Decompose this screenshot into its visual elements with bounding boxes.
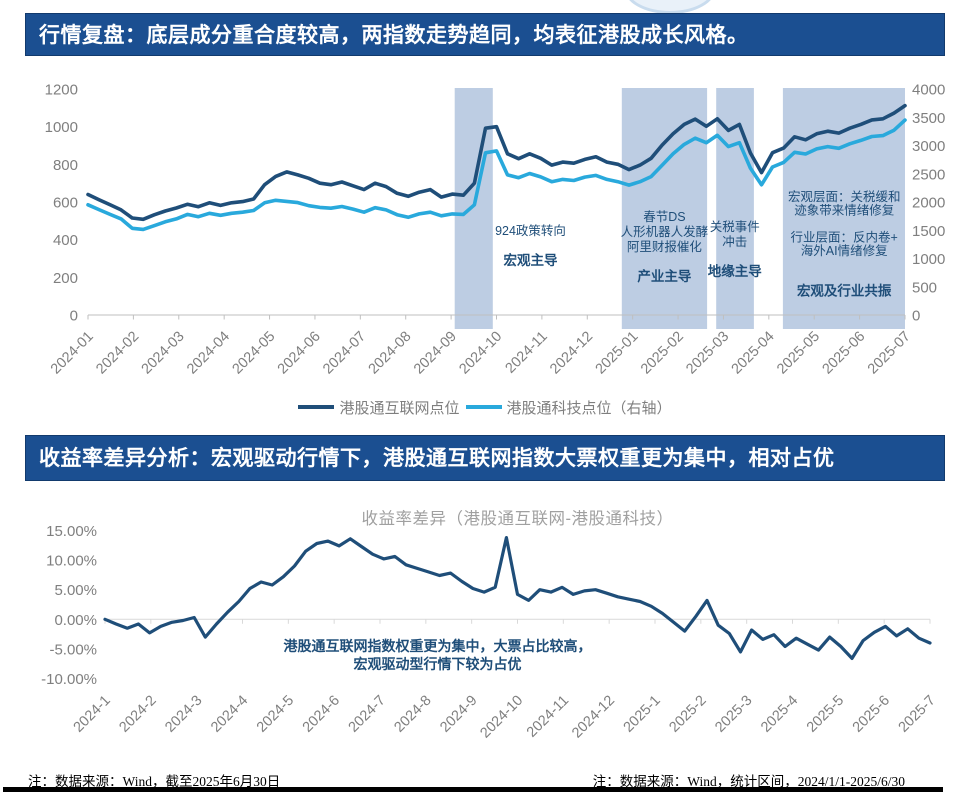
bottom-divider-bar [3,787,943,792]
legend-item: 港股通互联网点位 [298,397,460,418]
chart2-annotation: 港股通互联网指数权重更为集中，大票占比较高， 宏观驱动型行情下较为占优 [150,637,725,673]
chart2-x-label: 2024-11 [524,693,572,741]
chart2-x-label: 2024-5 [254,693,297,736]
chart1-x-label: 2024-03 [139,329,188,378]
chart1-x-label: 2024-11 [503,329,551,377]
chart1-left-tick-label: 600 [53,195,78,212]
chart2-x-label: 2025-5 [804,693,847,736]
footnote-left: 注：数据来源：Wind，截至2025年6月30日 [28,774,281,789]
chart1-x-label: 2025-03 [683,329,732,378]
chart1-x-label: 2024-10 [456,329,505,378]
chart2-x-label: 2024-10 [477,693,526,742]
band-annotation-line: 行业层面：反内卷+ [791,230,898,245]
chart1-right-tick-label: 1500 [912,223,945,240]
chart1-x-label: 2024-06 [275,329,324,378]
band-annotation-line: 迹象带来情绪修复 [794,203,895,218]
chart2-y-tick-label: 15.00% [46,523,97,540]
series-line-tech [86,118,907,232]
section-header-return-diff: 收益率差异分析：宏观驱动行情下，港股通互联网指数大票权重更为集中，相对占优 [25,435,945,481]
band-annotation-line: 宏观层面：关税缓和 [788,189,901,204]
series-line-internet [86,103,907,222]
chart1-x-label: 2024-09 [411,329,460,378]
chart1-x-label: 2025-06 [819,329,868,378]
chart1-x-label: 2025-01 [593,329,642,378]
chart1-right-tick-label: 2500 [912,166,945,183]
chart1-right-tick-label: 2000 [912,195,945,212]
highlight-band [454,88,493,329]
band-annotation-line: 人形机器人发酵 [621,224,709,239]
legend-swatch [465,405,502,409]
chart2-x-label: 2025-7 [896,693,939,736]
chart1-left-tick-label: 1000 [45,119,78,136]
chart1-left-tick-label: 800 [53,157,78,174]
chart2-x-label: 2024-12 [569,693,618,742]
chart1-right-tick-label: 4000 [912,82,945,99]
footnote-right: 注：数据来源：Wind，统计区间，2024/1/1-2025/6/30 [592,774,905,789]
chart2-y-tick-label: 10.00% [46,553,97,570]
band-annotation-line: 阿里财报催化 [627,239,703,254]
band-annotation-line: 924政策转向 [495,223,566,238]
section-header-market-review: 行情复盘：底层成分重合度较高，两指数走势趋同，均表征港股成长风格。 [25,13,945,56]
chart2-x-label: 2024-8 [391,693,434,736]
chart2-y-tick-label: 0.00% [54,612,97,629]
chart1-left-tick-label: 200 [53,270,78,287]
band-annotation-line: 关税事件 [710,220,760,234]
chart1-x-label: 2025-07 [865,329,914,378]
legend-label: 港股通科技点位（右轴） [506,399,672,417]
chart1-right-tick-label: 500 [912,279,937,296]
section-header-text: 行情复盘：底层成分重合度较高，两指数走势趋同，均表征港股成长风格。 [39,24,749,47]
chart2-x-label: 2024-6 [300,693,343,736]
chart1-left-tick-label: 1200 [45,82,78,99]
chart1-right-tick-label: 1000 [912,251,945,268]
chart1-x-label: 2024-12 [547,329,596,378]
legend-label: 港股通互联网点位 [339,399,460,417]
series-line-return-diff [103,535,932,661]
chart1-right-tick-label: 3000 [912,138,945,155]
chart2-title: 收益率差异（港股通互联网-港股通科技） [361,510,674,528]
chart2-y-tick-label: 5.00% [54,582,97,599]
chart2-x-label: 2024-2 [116,693,159,736]
chart2-x-label: 2024-3 [162,693,205,736]
chart2-x-label: 2024-1 [71,693,114,736]
chart2-x-label: 2025-6 [850,693,893,736]
chart1-x-label: 2025-05 [774,329,823,378]
legend-item: 港股通科技点位（右轴） [465,397,672,418]
chart2-x-label: 2024-9 [437,693,480,736]
chart1-x-label: 2024-02 [93,329,142,378]
chart-legend: 港股通互联网点位 港股通科技点位（右轴） [0,395,970,419]
chart2-y-tick-label: -10.00% [41,671,97,688]
highlight-band [782,88,905,329]
chart2-y-tick-label: -5.00% [49,641,97,658]
chart2-x-label: 2025-1 [621,693,664,736]
chart1-x-label: 2024-01 [48,329,97,378]
band-annotation-line: 地缘主导 [708,263,762,279]
chart1-x-label: 2025-04 [729,329,778,378]
band-annotation-line: 海外AI情绪修复 [801,243,888,258]
chart1-x-label: 2024-05 [229,329,278,378]
chart1-right-tick-label: 0 [912,308,920,325]
chart1-x-label: 2024-07 [320,329,369,378]
chart2-annotation-line2: 宏观驱动型行情下较为占优 [353,656,522,672]
chart2-x-label: 2024-7 [346,693,389,736]
chart1-left-tick-label: 400 [53,232,78,249]
chart2-x-label: 2025-3 [712,693,755,736]
section-header-text: 收益率差异分析：宏观驱动行情下，港股通互联网指数大票权重更为集中，相对占优 [39,447,835,470]
chart1-left-tick-label: 0 [70,308,78,325]
band-annotation-line: 宏观及行业共振 [797,283,892,299]
chart1-x-label: 2025-02 [638,329,687,378]
legend-swatch [298,405,335,409]
chart2-x-label: 2024-4 [208,693,251,736]
chart1-x-label: 2024-04 [184,329,233,378]
chart1-right-tick-label: 3500 [912,110,945,127]
band-annotation-line: 冲击 [722,234,747,249]
chart2-annotation-line1: 港股通互联网指数权重更为集中，大票占比较高， [283,638,592,654]
chart2-x-label: 2025-4 [758,693,801,736]
chart2-x-label: 2025-2 [666,693,709,736]
chart1-x-label: 2024-08 [366,329,415,378]
band-annotation-line: 产业主导 [637,268,691,284]
band-annotation-line: 宏观主导 [504,252,558,268]
band-annotation-line: 春节DS [643,210,685,224]
highlight-band [621,88,708,329]
